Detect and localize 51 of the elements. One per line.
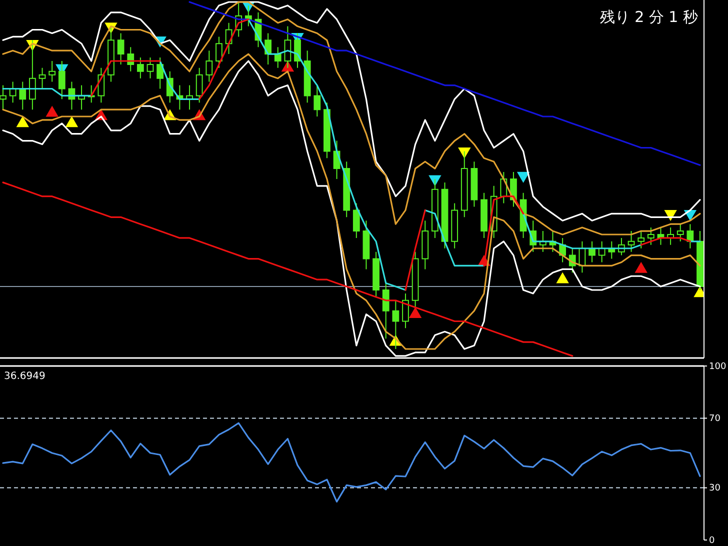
y-tick-label: 0 <box>709 536 715 546</box>
candlestick <box>136 57 144 79</box>
candlestick <box>196 67 203 104</box>
candlestick <box>38 67 46 90</box>
candlestick <box>304 50 311 104</box>
candlestick <box>146 57 154 79</box>
candlestick <box>696 230 704 291</box>
candlestick <box>352 202 360 238</box>
candlestick <box>19 81 26 110</box>
candlestick <box>48 60 56 82</box>
y-tick-label: 30 <box>709 484 721 494</box>
candlestick <box>588 240 596 263</box>
candlestick <box>608 240 616 260</box>
y-tick-label: 70 <box>709 414 721 424</box>
candlestick <box>0 84 6 110</box>
candlestick <box>284 26 292 68</box>
candlestick <box>372 251 380 298</box>
candlestick <box>412 251 419 308</box>
candlestick <box>676 224 684 242</box>
candlestick <box>598 240 606 263</box>
candlestick <box>638 230 645 249</box>
candlestick <box>422 220 429 270</box>
text: 36.6949 <box>4 371 46 382</box>
candlestick <box>324 102 330 159</box>
candlestick <box>186 84 193 110</box>
candlestick <box>539 230 546 252</box>
candlestick <box>432 178 438 238</box>
candlestick <box>58 60 66 100</box>
candlestick <box>628 230 635 252</box>
annotation: 残り 2 分 1 秒 <box>600 8 698 26</box>
candlestick <box>274 46 282 68</box>
candlestick <box>362 220 370 270</box>
candlestick <box>29 40 36 110</box>
candlestick <box>647 227 654 246</box>
candlestick <box>382 282 390 340</box>
candlestick <box>470 161 478 208</box>
candlestick <box>451 202 458 249</box>
candlestick <box>206 50 213 82</box>
candlestick <box>117 32 124 65</box>
candlestick <box>108 26 114 82</box>
candlestick <box>402 292 409 329</box>
candlestick <box>392 300 400 350</box>
candlestick <box>686 224 694 249</box>
candlestick <box>216 36 222 68</box>
candlestick <box>156 57 164 90</box>
candlestick <box>460 150 468 218</box>
candlestick <box>480 192 488 238</box>
y-tick-label: 100 <box>709 362 726 372</box>
candlestick <box>441 182 448 249</box>
candlestick <box>314 84 321 118</box>
line-series <box>2 422 701 503</box>
